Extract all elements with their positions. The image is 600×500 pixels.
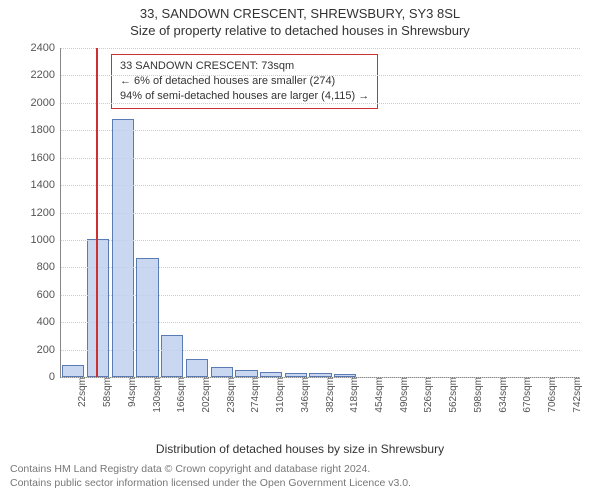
- y-tick-label: 1400: [31, 179, 61, 191]
- gridline: [61, 213, 580, 214]
- x-tick-label: 130sqm: [148, 377, 163, 413]
- gridline: [61, 240, 580, 241]
- x-tick-label: 670sqm: [518, 377, 533, 413]
- footer-line2: Contains public sector information licen…: [10, 476, 590, 490]
- y-tick-label: 600: [37, 289, 61, 301]
- x-tick-label: 490sqm: [395, 377, 410, 413]
- histogram-bar: [136, 258, 158, 377]
- gridline: [61, 295, 580, 296]
- x-axis-label: Distribution of detached houses by size …: [0, 442, 600, 456]
- gridline: [61, 130, 580, 131]
- x-tick-label: 706sqm: [543, 377, 558, 413]
- gridline: [61, 267, 580, 268]
- x-tick-label: 634sqm: [494, 377, 509, 413]
- histogram-bar: [186, 359, 208, 377]
- annot-line1: 33 SANDOWN CRESCENT: 73sqm: [120, 59, 369, 74]
- gridline: [61, 48, 580, 49]
- x-tick-label: 310sqm: [271, 377, 286, 413]
- property-marker-line: [96, 48, 98, 377]
- y-tick-label: 200: [37, 344, 61, 356]
- histogram-bar: [235, 370, 257, 377]
- chart-title-line1: 33, SANDOWN CRESCENT, SHREWSBURY, SY3 8S…: [0, 6, 600, 21]
- gridline: [61, 185, 580, 186]
- gridline: [61, 103, 580, 104]
- x-tick-label: 418sqm: [345, 377, 360, 413]
- annot-line3: 94% of semi-detached houses are larger (…: [120, 89, 369, 104]
- gridline: [61, 75, 580, 76]
- chart-title-line2: Size of property relative to detached ho…: [0, 23, 600, 38]
- x-tick-label: 274sqm: [246, 377, 261, 413]
- x-tick-label: 22sqm: [73, 377, 88, 407]
- x-tick-label: 382sqm: [321, 377, 336, 413]
- x-tick-label: 598sqm: [469, 377, 484, 413]
- y-tick-label: 1000: [31, 234, 61, 246]
- chart-area: Number of detached properties 22sqm58sqm…: [0, 38, 600, 458]
- footer: Contains HM Land Registry data © Crown c…: [0, 458, 600, 490]
- x-tick-label: 166sqm: [172, 377, 187, 413]
- y-tick-label: 0: [49, 371, 61, 383]
- x-tick-label: 526sqm: [419, 377, 434, 413]
- gridline: [61, 377, 580, 378]
- y-tick-label: 2400: [31, 42, 61, 54]
- x-tick-label: 562sqm: [444, 377, 459, 413]
- x-tick-label: 94sqm: [123, 377, 138, 407]
- histogram-bar: [211, 367, 233, 377]
- y-tick-label: 1200: [31, 207, 61, 219]
- gridline: [61, 158, 580, 159]
- gridline: [61, 350, 580, 351]
- y-tick-label: 2000: [31, 97, 61, 109]
- footer-line1: Contains HM Land Registry data © Crown c…: [10, 462, 590, 476]
- y-tick-label: 2200: [31, 69, 61, 81]
- plot-region: 22sqm58sqm94sqm130sqm166sqm202sqm238sqm2…: [60, 48, 580, 378]
- annotation-box: 33 SANDOWN CRESCENT: 73sqm ← 6% of detac…: [111, 54, 378, 109]
- y-tick-label: 1600: [31, 152, 61, 164]
- y-tick-label: 800: [37, 261, 61, 273]
- x-tick-label: 346sqm: [296, 377, 311, 413]
- x-tick-label: 238sqm: [222, 377, 237, 413]
- x-tick-label: 454sqm: [370, 377, 385, 413]
- x-tick-label: 742sqm: [568, 377, 583, 413]
- gridline: [61, 322, 580, 323]
- y-tick-label: 400: [37, 316, 61, 328]
- histogram-bar: [62, 365, 84, 377]
- x-tick-label: 202sqm: [197, 377, 212, 413]
- x-tick-label: 58sqm: [98, 377, 113, 407]
- histogram-bar: [161, 335, 183, 377]
- y-tick-label: 1800: [31, 124, 61, 136]
